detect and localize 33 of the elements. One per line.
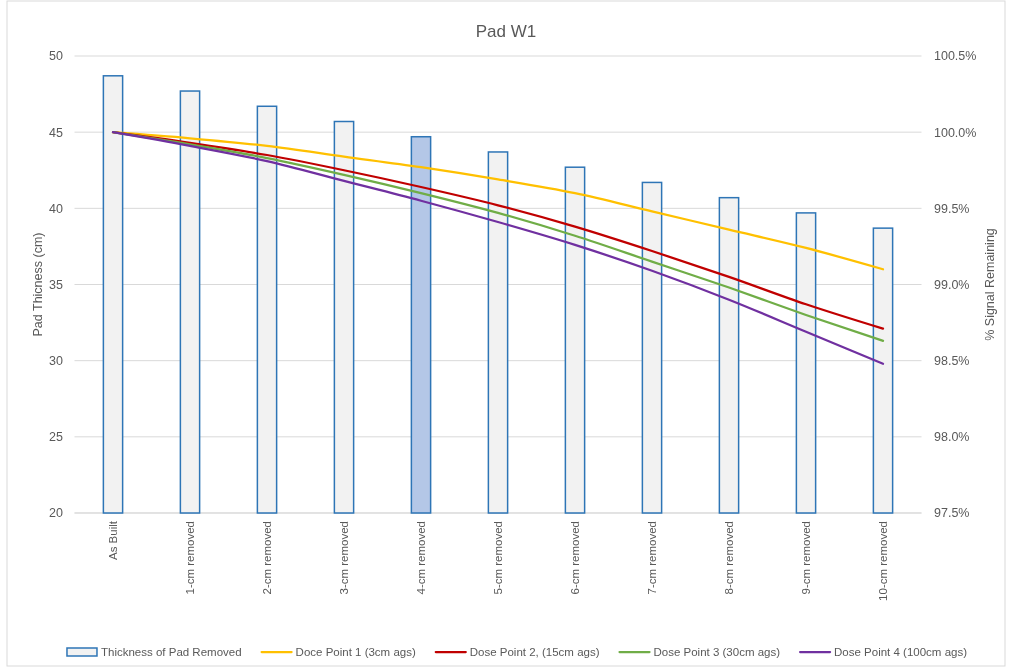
y2-tick-label: 98.0% — [934, 430, 970, 445]
legend-label: Doce Point 1 (3cm ags) — [295, 646, 416, 659]
x-tick-label: As Built — [107, 520, 120, 560]
x-tick-label: 2-cm removed — [261, 521, 274, 595]
y2-tick-label: 100.5% — [934, 49, 977, 64]
y-axis-title: Pad Thicness (cm) — [31, 232, 46, 337]
x-tick-label: 6-cm removed — [569, 521, 582, 595]
y-tick-label: 45 — [49, 125, 64, 140]
x-tick-label: 9-cm removed — [800, 521, 813, 595]
y-tick-label: 25 — [49, 430, 64, 445]
x-tick-label: 8-cm removed — [723, 521, 736, 595]
legend-label: Dose Point 2, (15cm ags) — [469, 646, 600, 659]
y2-tick-label: 100.0% — [934, 125, 977, 140]
y2-tick-label: 98.5% — [934, 354, 970, 369]
y-tick-label: 30 — [49, 354, 64, 369]
y2-axis-title: % Signal Remaining — [983, 228, 998, 341]
legend-label: Dose Point 4 (100cm ags) — [834, 646, 968, 659]
legend-label: Thickness of Pad Removed — [100, 646, 242, 659]
x-tick-label: 7-cm removed — [646, 521, 659, 595]
legend-label: Dose Point 3 (30cm ags) — [653, 646, 781, 659]
y-tick-label: 20 — [49, 506, 64, 521]
x-tick-label: 1-cm removed — [184, 521, 197, 595]
y-tick-label: 35 — [49, 277, 64, 292]
y2-tick-label: 99.5% — [934, 201, 970, 216]
y-tick-label: 40 — [49, 201, 64, 216]
x-tick-label: 4-cm removed — [415, 521, 428, 595]
x-tick-label: 5-cm removed — [492, 521, 505, 595]
x-tick-label: 10-cm removed — [877, 521, 890, 601]
chart-title: Pad W1 — [475, 22, 537, 41]
y2-tick-label: 99.0% — [934, 277, 970, 292]
y2-tick-label: 97.5% — [934, 506, 970, 521]
y-tick-label: 50 — [49, 49, 64, 64]
x-tick-label: 3-cm removed — [338, 521, 351, 595]
